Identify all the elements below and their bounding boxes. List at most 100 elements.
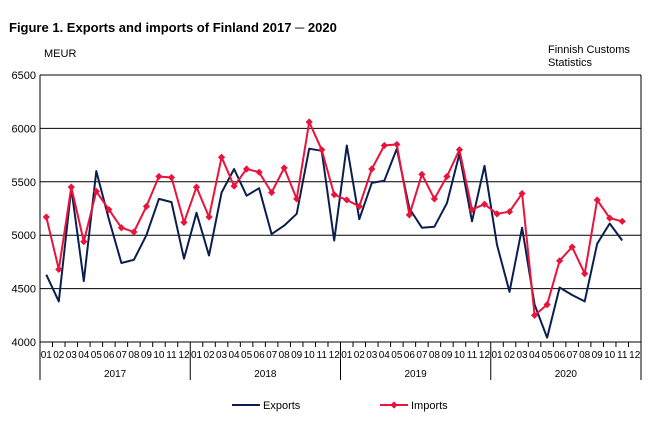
imports-data-point bbox=[430, 195, 439, 203]
data-series bbox=[42, 118, 626, 339]
x-tick-label: 04 bbox=[529, 350, 541, 361]
x-tick-label: 03 bbox=[216, 350, 228, 361]
y-axis-tick-labels: 4000 4500 5000 5500 6000 6500 bbox=[12, 70, 36, 349]
imports-data-point bbox=[405, 211, 413, 219]
x-tick-label: 12 bbox=[178, 350, 190, 361]
imports-data-point bbox=[418, 170, 426, 178]
imports-data-point bbox=[543, 301, 551, 309]
x-tick-label: 07 bbox=[416, 350, 428, 361]
imports-data-point bbox=[518, 189, 526, 198]
x-tick-label: 12 bbox=[479, 350, 491, 361]
imports-data-point bbox=[318, 146, 326, 154]
x-tick-label: 08 bbox=[128, 350, 140, 361]
y-tick-label: 6500 bbox=[12, 70, 36, 82]
imports-data-point bbox=[568, 243, 576, 251]
x-tick-label: 09 bbox=[592, 350, 604, 361]
x-year-label: 2017 bbox=[104, 369, 127, 380]
y-tick-label: 4000 bbox=[12, 337, 36, 349]
x-axis bbox=[39, 342, 642, 380]
x-tick-label: 05 bbox=[391, 350, 403, 361]
imports-data-point bbox=[242, 165, 251, 173]
x-tick-label: 09 bbox=[291, 350, 303, 361]
y-axis-unit-label: MEUR bbox=[44, 48, 77, 60]
imports-data-point bbox=[556, 257, 564, 265]
imports-data-point bbox=[305, 118, 313, 126]
imports-data-point bbox=[180, 218, 188, 226]
imports-data-point bbox=[505, 208, 514, 216]
imports-data-point bbox=[593, 196, 601, 204]
imports-data-point bbox=[80, 238, 88, 246]
imports-data-point bbox=[155, 172, 163, 181]
x-tick-label: 11 bbox=[617, 350, 628, 361]
x-tick-label: 11 bbox=[317, 350, 328, 361]
gridlines bbox=[39, 74, 642, 343]
source-note: Finnish Customs Statistics bbox=[548, 44, 630, 70]
x-tick-label: 12 bbox=[329, 350, 341, 361]
imports-data-point bbox=[192, 183, 201, 191]
imports-data-point bbox=[280, 164, 288, 172]
x-tick-label: 01 bbox=[41, 350, 53, 361]
imports-data-point bbox=[480, 200, 489, 208]
x-tick-label: 09 bbox=[141, 350, 153, 361]
chart-title: Figure 1. Exports and imports of Finland… bbox=[9, 20, 337, 35]
x-tick-label: 01 bbox=[341, 350, 353, 361]
imports-data-point bbox=[92, 187, 100, 196]
imports-data-point bbox=[330, 191, 338, 199]
x-year-label: 2020 bbox=[555, 369, 578, 380]
x-tick-label: 08 bbox=[279, 350, 291, 361]
x-tick-label: 05 bbox=[542, 350, 554, 361]
x-tick-label: 11 bbox=[166, 350, 177, 361]
x-tick-label: 01 bbox=[491, 350, 503, 361]
x-tick-label: 08 bbox=[429, 350, 441, 361]
imports-data-point bbox=[268, 188, 276, 197]
imports-data-point bbox=[343, 196, 351, 204]
imports-data-point bbox=[355, 202, 363, 210]
x-tick-label: 02 bbox=[53, 350, 65, 361]
imports-data-point bbox=[217, 153, 226, 161]
imports-data-point bbox=[468, 205, 476, 214]
x-tick-label: 04 bbox=[229, 350, 241, 361]
x-year-label: 2019 bbox=[405, 369, 428, 380]
x-tick-label: 12 bbox=[629, 350, 641, 361]
imports-data-point bbox=[142, 202, 151, 210]
x-tick-label: 06 bbox=[254, 350, 266, 361]
y-tick-label: 5000 bbox=[12, 230, 36, 242]
imports-data-point bbox=[67, 183, 75, 191]
x-tick-label: 04 bbox=[379, 350, 391, 361]
x-tick-label: 10 bbox=[304, 350, 316, 361]
x-tick-label: 08 bbox=[579, 350, 591, 361]
source-line: Statistics bbox=[548, 57, 593, 69]
x-tick-label: 05 bbox=[241, 350, 253, 361]
source-line: Finnish Customs bbox=[548, 44, 630, 56]
x-tick-label: 07 bbox=[567, 350, 579, 361]
x-tick-label: 10 bbox=[454, 350, 466, 361]
imports-data-point bbox=[255, 168, 263, 176]
x-tick-label: 10 bbox=[153, 350, 165, 361]
imports-legend-label: Imports bbox=[411, 400, 448, 412]
imports-data-point bbox=[230, 182, 238, 190]
imports-data-point bbox=[393, 140, 401, 149]
imports-data-point bbox=[205, 213, 213, 221]
x-axis-tick-labels: 01 02 03 04 05 06 07 08 09 10 11 12 01 02 03 04 05 06 07 08… bbox=[41, 350, 641, 361]
imports-data-point bbox=[581, 270, 589, 278]
x-tick-label: 03 bbox=[66, 350, 78, 361]
x-tick-label: 03 bbox=[366, 350, 378, 361]
imports-data-point bbox=[105, 205, 113, 214]
imports-data-point bbox=[368, 165, 376, 173]
imports-data-point bbox=[55, 265, 63, 273]
legend: Exports Imports bbox=[232, 400, 448, 412]
imports-data-point bbox=[130, 228, 138, 236]
imports-data-point bbox=[530, 311, 539, 319]
y-tick-label: 6000 bbox=[12, 123, 36, 135]
x-tick-label: 02 bbox=[203, 350, 215, 361]
exports-legend-label: Exports bbox=[263, 400, 301, 412]
imports-legend-marker bbox=[390, 401, 398, 409]
x-tick-label: 11 bbox=[467, 350, 478, 361]
imports-data-point bbox=[455, 146, 464, 154]
imports-data-point bbox=[493, 210, 501, 218]
x-tick-label: 05 bbox=[91, 350, 103, 361]
x-tick-label: 07 bbox=[266, 350, 278, 361]
imports-data-point bbox=[380, 141, 388, 150]
x-tick-label: 01 bbox=[191, 350, 203, 361]
